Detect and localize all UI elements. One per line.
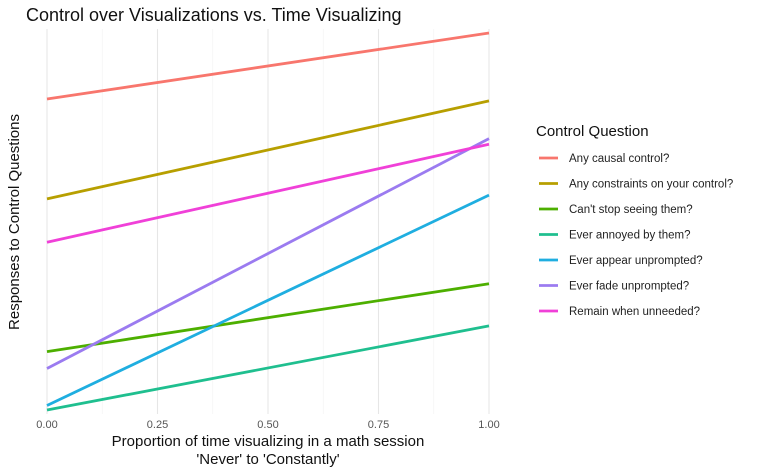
series-line xyxy=(46,193,490,407)
legend-title: Control Question xyxy=(536,123,649,140)
series-line xyxy=(46,282,490,353)
series-line xyxy=(46,324,490,412)
legend-label: Can't stop seeing them? xyxy=(569,204,693,216)
series-line xyxy=(46,142,490,244)
y-axis-label: Responses to Control Questions xyxy=(6,114,23,330)
series-lines xyxy=(46,31,490,412)
series-line xyxy=(46,31,490,101)
chart-title: Control over Visualizations vs. Time Vis… xyxy=(26,5,402,25)
x-tick-label: 0.00 xyxy=(36,419,57,431)
x-tick-label: 0.25 xyxy=(147,419,168,431)
x-axis-label: Proportion of time visualizing in a math… xyxy=(112,433,425,450)
x-tick-label: 0.75 xyxy=(368,419,389,431)
legend: Control Question Any causal control? Any … xyxy=(536,123,733,318)
legend-label: Any constraints on your control? xyxy=(569,179,733,191)
legend-label: Ever fade unprompted? xyxy=(569,281,689,293)
legend-label: Remain when unneeded? xyxy=(569,306,700,318)
series-line xyxy=(46,99,490,201)
legend-label: Any causal control? xyxy=(569,153,669,165)
legend-label: Ever appear unprompted? xyxy=(569,255,703,267)
series-line xyxy=(46,137,490,370)
grid xyxy=(46,29,490,414)
x-tick-label: 0.50 xyxy=(257,419,278,431)
x-tick-labels: 0.00 0.25 0.50 0.75 1.00 xyxy=(36,419,499,431)
legend-label: Ever annoyed by them? xyxy=(569,230,690,242)
x-tick-label: 1.00 xyxy=(478,419,499,431)
x-axis-sublabel: 'Never' to 'Constantly' xyxy=(196,451,339,468)
